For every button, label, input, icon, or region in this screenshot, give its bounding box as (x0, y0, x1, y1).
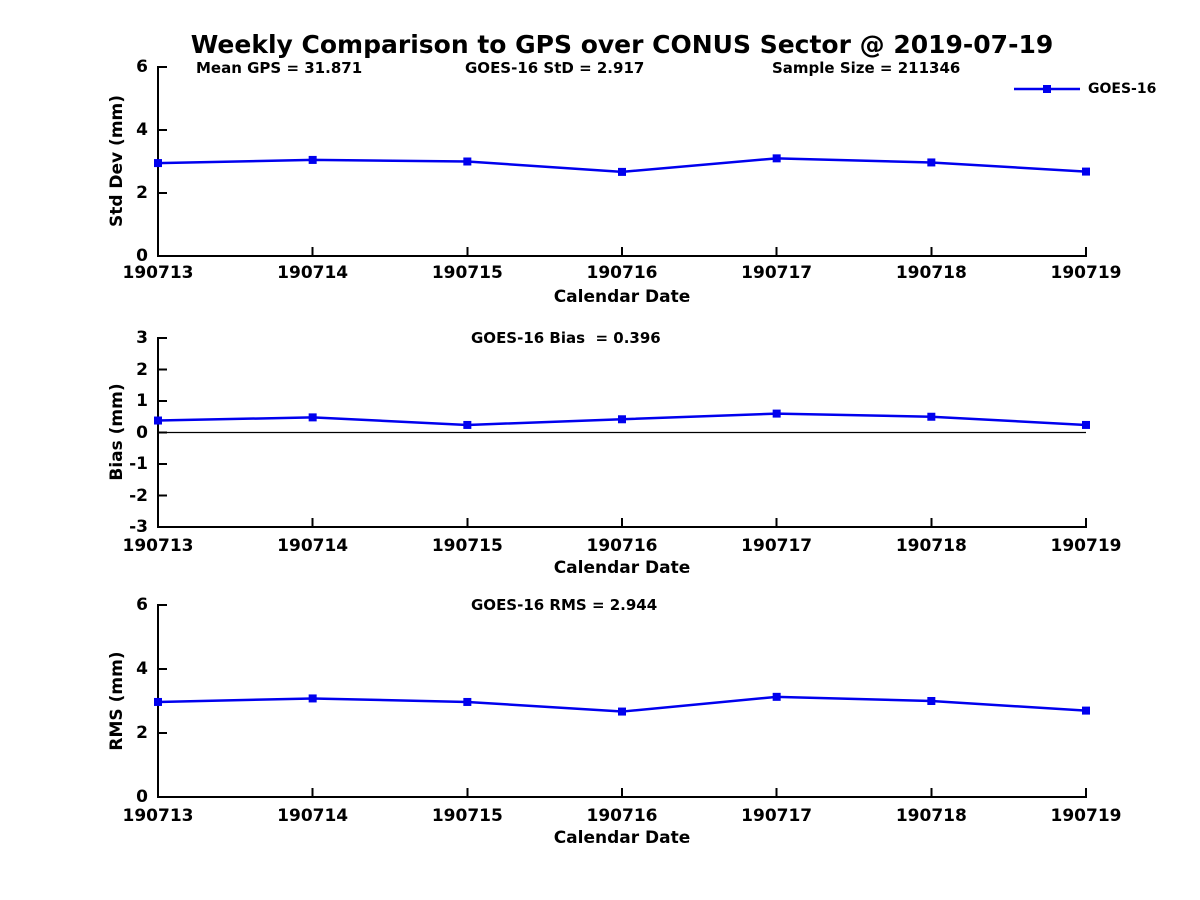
chart-title: Weekly Comparison to GPS over CONUS Sect… (190, 30, 1054, 59)
y-tick-label: -2 (129, 485, 148, 506)
x-tick-label: 190714 (277, 536, 349, 556)
data-point-marker (463, 697, 472, 706)
y-tick-label: 0 (136, 246, 148, 266)
data-point-marker (308, 413, 317, 422)
x-tick-label: 190717 (741, 263, 813, 283)
data-point-marker (927, 158, 936, 167)
y-tick-label: 2 (136, 183, 148, 203)
x-tick-label: 190718 (895, 263, 967, 283)
legend-label: GOES-16 (1088, 81, 1157, 97)
x-tick-label: 190713 (122, 536, 194, 556)
legend-line-marker-icon (1014, 85, 1080, 93)
data-point-marker (463, 157, 472, 166)
y-tick-label: 6 (136, 595, 148, 615)
data-point-marker (1082, 167, 1090, 176)
data-point-marker (1082, 420, 1090, 429)
plot-area-rms (154, 604, 1090, 798)
data-point-marker (927, 412, 936, 421)
data-point-marker (154, 416, 162, 425)
y-tick-label: 1 (136, 391, 148, 411)
y-tick-label: 2 (136, 359, 148, 380)
x-axis-label: Calendar Date (553, 828, 691, 848)
stat-annotation: GOES-16 StD = 2.917 (465, 59, 645, 77)
stat-annotation: GOES-16 Bias = 0.396 (471, 329, 661, 347)
x-tick-label: 190717 (741, 806, 813, 826)
stat-annotation: Sample Size = 211346 (772, 59, 961, 77)
stat-annotation: GOES-16 RMS = 2.944 (471, 596, 658, 614)
y-axis-label: Std Dev (mm) (107, 94, 127, 228)
data-point-marker (927, 697, 936, 705)
x-tick-label: 190718 (895, 536, 967, 556)
x-tick-label: 190715 (431, 263, 503, 283)
data-point-marker (1082, 706, 1090, 715)
data-point-marker (154, 697, 162, 706)
x-tick-label: 190719 (1050, 536, 1122, 556)
y-tick-label: 0 (136, 787, 148, 807)
y-tick-label: 6 (136, 57, 148, 77)
data-point-marker (154, 159, 162, 168)
y-tick-label: 0 (136, 422, 148, 443)
y-tick-label: 3 (136, 328, 148, 348)
data-point-marker (308, 694, 317, 703)
data-point-marker (463, 420, 472, 429)
x-tick-label: 190714 (277, 806, 349, 826)
x-tick-label: 190713 (122, 806, 194, 826)
y-tick-label: 4 (136, 120, 148, 140)
x-tick-label: 190715 (431, 806, 503, 826)
data-point-marker (618, 707, 626, 716)
x-tick-label: 190717 (741, 536, 813, 556)
y-tick-label: 4 (136, 659, 148, 679)
plot-area-bias (154, 337, 1090, 528)
plot-area-std_dev (154, 66, 1090, 257)
stat-annotation: Mean GPS = 31.871 (196, 59, 363, 77)
x-axis-label: Calendar Date (553, 558, 691, 578)
x-tick-label: 190716 (586, 536, 658, 556)
x-tick-label: 190714 (277, 263, 349, 283)
y-tick-label: -3 (129, 517, 148, 537)
x-axis-label: Calendar Date (553, 287, 691, 307)
data-point-marker (772, 154, 781, 163)
x-tick-label: 190716 (586, 806, 658, 826)
data-point-marker (772, 409, 781, 418)
data-point-marker (618, 415, 626, 424)
data-point-marker (772, 692, 781, 701)
x-tick-label: 190719 (1050, 806, 1122, 826)
x-tick-label: 190715 (431, 536, 503, 556)
legend: GOES-16 (1014, 81, 1156, 97)
data-point-marker (618, 167, 626, 176)
y-tick-label: -1 (129, 454, 148, 474)
y-tick-label: 2 (136, 723, 148, 743)
x-tick-label: 190713 (122, 263, 194, 283)
data-point-marker (308, 155, 317, 164)
x-tick-label: 190718 (895, 806, 967, 826)
x-tick-label: 190719 (1050, 263, 1122, 283)
x-tick-label: 190716 (586, 263, 658, 283)
